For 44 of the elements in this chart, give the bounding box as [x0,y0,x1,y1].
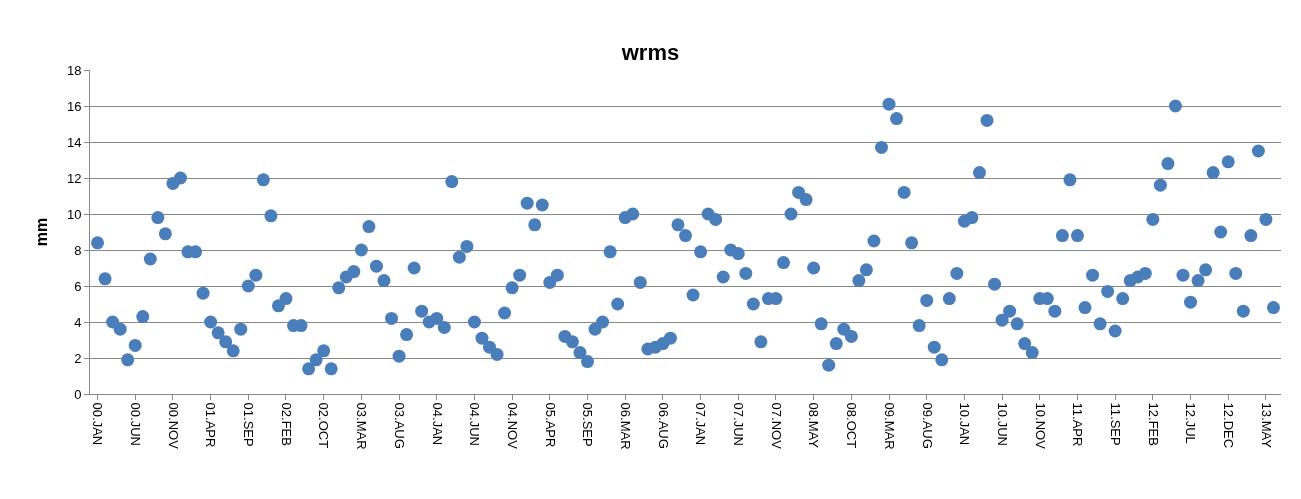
x-tick-label: 07.JAN [693,402,709,446]
x-tick-label: 07.NOV [768,402,784,450]
x-tick-label: 09.MAR [881,402,897,450]
y-tick-label: 18 [66,62,82,78]
y-tick-label: 10 [66,206,82,222]
x-tick-label: 01.APR [203,402,219,448]
x-tick-label: 08.MAY [806,402,822,449]
x-tick-label: 08.OCT [844,402,860,449]
y-tick-label: 16 [66,98,82,114]
x-tick-label: 06.MAR [617,402,633,450]
x-tick-label: 09.AUG [919,402,935,449]
x-tick-label: 12.FEB [1145,402,1161,446]
x-tick-label: 05.SEP [580,402,596,447]
y-tick-label: 2 [74,350,82,366]
y-tick-label: 14 [66,134,82,150]
x-tick-label: 05.APR [542,402,558,448]
x-tick-label: 03.AUG [391,402,407,449]
x-tick-label: 03.MAR [354,402,370,450]
y-tick-label: 8 [74,242,82,258]
x-tick-label: 00.JUN [128,402,143,446]
x-tick-label: 07.JUN [731,402,747,446]
x-tick-label: 02.FEB [278,402,294,446]
x-tick-label: 11.APR [1070,402,1086,447]
x-tick-label: 13.MAY [1258,402,1274,449]
x-tick-label: 04.NOV [504,402,520,450]
chart-title: wrms [620,40,680,66]
x-tick-label: 00.NOV [165,402,181,450]
x-tick-label: 00.JAN [90,402,106,446]
y-tick-label: 6 [74,278,82,294]
x-tick-label: 04.JAN [429,402,445,446]
x-tick-label: 10.NOV [1032,402,1048,450]
x-tick-label: 12.DEC [1221,402,1237,449]
y-tick-label: 4 [74,314,82,330]
x-tick-label: 12.JUL [1183,402,1199,444]
y-axis-title: mm [32,217,50,247]
x-tick-label: 06.AUG [655,402,671,449]
x-tick-label: 10.JAN [957,402,973,446]
y-tick-label: 12 [66,170,82,186]
x-tick-label: 04.JUN [467,402,483,446]
x-tick-label: 01.SEP [241,402,257,447]
x-tick-label: 11.SEP [1107,402,1123,446]
x-tick-label: 02.OCT [316,402,332,449]
x-tick-label: 10.JUN [994,402,1010,446]
y-tick-label: 0 [74,386,82,402]
